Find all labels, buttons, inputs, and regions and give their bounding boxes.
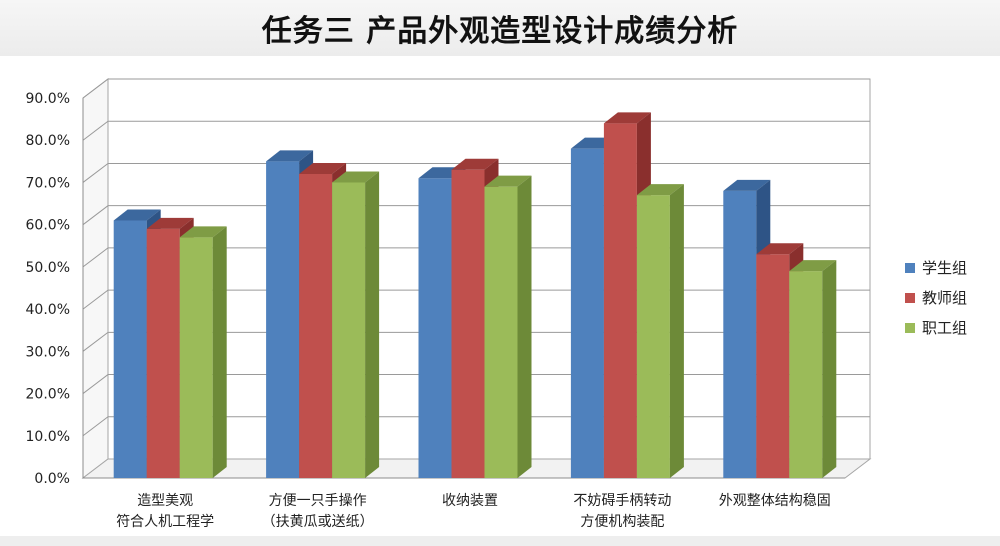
bar — [451, 169, 485, 478]
bar-top — [146, 217, 194, 229]
bar-top — [723, 179, 771, 191]
bar-side — [517, 175, 532, 478]
y-tick-label: 40.0% — [26, 302, 70, 318]
x-tick-label: 收纳装置 — [442, 493, 498, 509]
bar-top — [113, 209, 161, 221]
bar-side — [669, 184, 684, 478]
legend-swatch — [905, 293, 915, 303]
bar-top — [756, 243, 804, 255]
bar-top — [636, 184, 684, 196]
y-tick-label: 50.0% — [26, 260, 70, 276]
y-tick-label: 60.0% — [26, 218, 70, 234]
x-tick-label: 符合人机工程学 — [116, 514, 214, 530]
x-tick-label: 不妨碍手柄转动 — [573, 493, 671, 509]
x-tick-label: 造型美观 — [137, 493, 193, 509]
x-tick-label: 方便机构装配 — [580, 514, 664, 530]
y-tick-label: 30.0% — [26, 344, 70, 360]
bar-top — [451, 158, 499, 170]
bar — [418, 178, 452, 478]
y-tick-label: 20.0% — [26, 387, 70, 403]
bar-side — [365, 171, 380, 478]
bar-side — [212, 226, 227, 478]
bar — [484, 186, 518, 478]
x-tick-label: 外观整体结构稳固 — [719, 493, 831, 509]
bar — [756, 254, 790, 478]
bar-top — [266, 150, 314, 162]
bar — [266, 161, 300, 479]
bar — [789, 271, 823, 478]
bar-top — [179, 226, 227, 238]
bar — [146, 228, 180, 478]
legend-label: 职工组 — [922, 319, 967, 337]
bar-side — [822, 260, 837, 478]
bar — [636, 195, 670, 478]
title-bar: 任务三 产品外观造型设计成绩分析 — [0, 0, 1000, 56]
legend-swatch — [905, 263, 915, 273]
bar — [603, 123, 637, 478]
gridline — [82, 78, 870, 99]
x-tick-label: 方便一只手操作 — [269, 493, 367, 509]
bar-top — [484, 175, 532, 187]
y-tick-label: 0.0% — [34, 471, 70, 487]
legend-label: 学生组 — [922, 259, 967, 277]
bar — [179, 237, 213, 478]
y-tick-label: 80.0% — [26, 133, 70, 149]
bar-top — [603, 112, 651, 124]
x-tick-label: （扶黄瓜或送纸） — [262, 513, 374, 530]
bar — [570, 148, 604, 478]
page-title: 任务三 产品外观造型设计成绩分析 — [261, 14, 739, 49]
bar-top — [299, 163, 347, 174]
side-wall — [82, 77, 109, 480]
bar — [332, 182, 366, 478]
y-tick-label: 70.0% — [26, 175, 70, 191]
bar-top — [789, 260, 837, 272]
y-tick-label: 90.0% — [26, 91, 70, 107]
bottom-band — [0, 536, 1000, 546]
bar — [723, 190, 757, 478]
bar — [113, 220, 147, 478]
legend-swatch — [905, 323, 915, 333]
bar — [299, 174, 333, 478]
y-tick-label: 10.0% — [26, 429, 70, 445]
legend-label: 教师组 — [922, 289, 967, 307]
bar-top — [332, 171, 380, 183]
